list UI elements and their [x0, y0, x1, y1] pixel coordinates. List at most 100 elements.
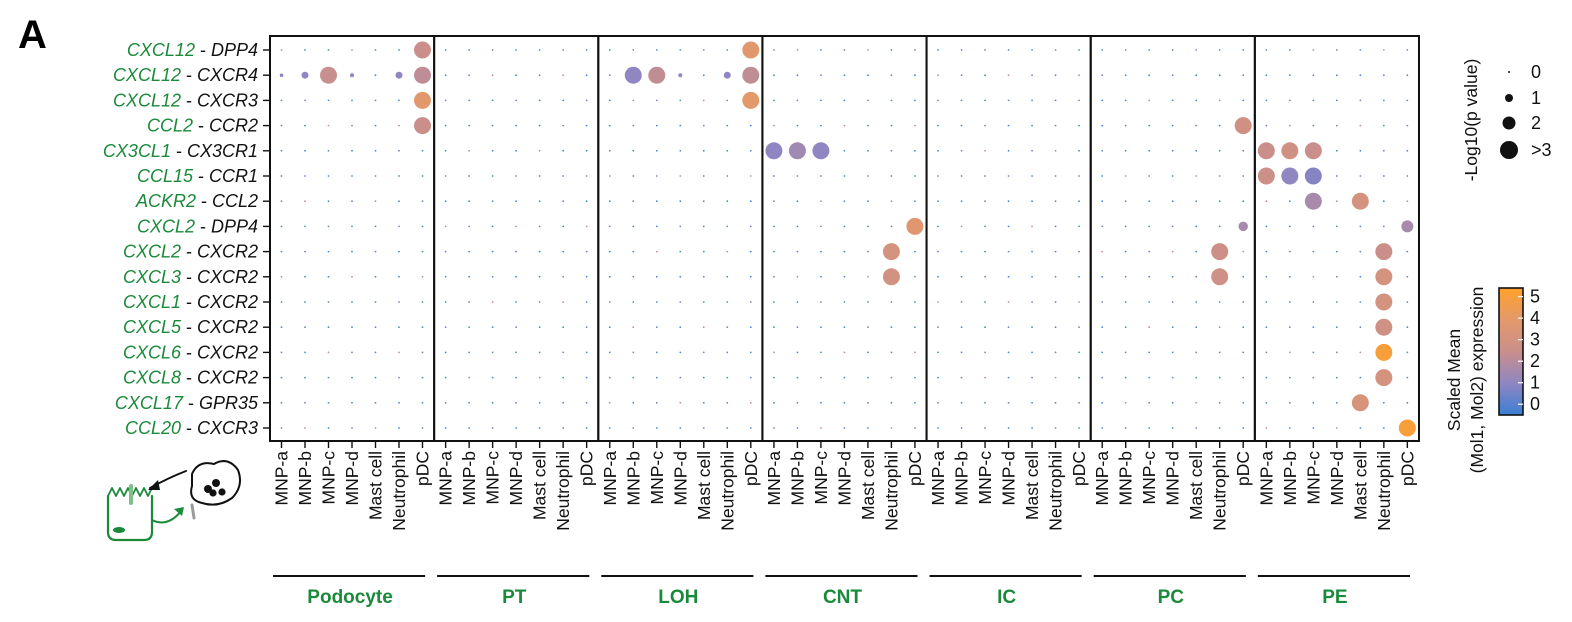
color-legend-title-line2: (Mol1, Mol2) expression — [1467, 287, 1487, 474]
background-dot — [398, 200, 400, 203]
background-dot — [937, 124, 939, 127]
background-dot — [515, 275, 518, 278]
panel-frame — [269, 35, 436, 442]
cell-type-labels: MNP-a MNP-b MNP-c MNP-d Mast cell Neutrophil p… — [272, 441, 1417, 531]
background-dot — [1101, 225, 1104, 228]
cell-type-label: pDC — [1069, 451, 1089, 486]
background-dot — [749, 351, 752, 354]
background-dot — [304, 401, 306, 404]
background-dot — [1148, 401, 1151, 404]
background-dot — [914, 275, 916, 278]
pair-label: CXCL2 - DPP4 — [137, 216, 258, 236]
background-dot — [914, 49, 916, 51]
background-dot — [1078, 301, 1080, 303]
data-point — [742, 41, 760, 59]
background-dot — [655, 250, 658, 253]
panel-frame — [1253, 35, 1420, 442]
background-dot — [374, 49, 377, 51]
background-dot — [1288, 99, 1291, 102]
size-legend-dot — [1508, 71, 1510, 73]
background-dot — [1335, 99, 1338, 102]
background-dot — [468, 250, 471, 253]
background-dot — [679, 49, 682, 51]
background-dot — [843, 326, 846, 329]
data-point — [1257, 167, 1275, 185]
background-dot — [749, 376, 752, 379]
background-dot — [1382, 225, 1385, 228]
background-dot — [702, 49, 705, 51]
background-dot — [749, 275, 752, 278]
background-dot — [1101, 175, 1104, 177]
background-dot — [398, 427, 400, 429]
background-dot — [1148, 200, 1151, 203]
background-dot — [515, 326, 518, 329]
data-point — [1257, 142, 1275, 160]
background-dot — [1101, 351, 1104, 354]
data-point — [1351, 394, 1369, 412]
background-dot — [773, 175, 775, 177]
background-dot — [726, 149, 729, 152]
background-dot — [1242, 376, 1245, 379]
background-dot — [1288, 200, 1291, 203]
background-dot — [468, 351, 471, 354]
background-dot — [1171, 74, 1174, 77]
background-dot — [562, 99, 565, 102]
background-dot — [960, 175, 963, 177]
background-dot — [515, 149, 518, 152]
background-dot — [608, 250, 611, 253]
background-dot — [679, 149, 682, 152]
background-dot — [1359, 351, 1362, 354]
pair-label: CXCL12 - DPP4 — [127, 40, 258, 60]
background-dot — [1054, 326, 1057, 329]
background-dot — [679, 250, 682, 253]
background-dot — [1101, 427, 1104, 429]
background-dot — [1242, 326, 1245, 329]
background-dot — [1218, 401, 1221, 404]
background-dot — [280, 427, 283, 429]
background-dot — [1218, 376, 1221, 379]
background-dot — [515, 200, 518, 203]
background-dot — [1054, 74, 1057, 77]
background-dot — [1078, 427, 1080, 429]
ligand-label: CXCL12 — [113, 65, 181, 85]
background-dot — [515, 74, 518, 77]
ligand-label: CXCL5 — [123, 317, 182, 337]
background-dot — [538, 401, 541, 404]
background-dot — [1242, 401, 1245, 404]
background-dot — [1078, 401, 1080, 404]
background-dot — [1007, 351, 1010, 354]
receptor-label: CXCR2 — [197, 342, 258, 362]
cell-type-label: Neutrophil — [1374, 451, 1394, 531]
background-dot — [726, 124, 729, 127]
background-dot — [421, 326, 424, 329]
background-dot — [702, 326, 705, 329]
color-legend-label: 3 — [1530, 330, 1540, 350]
background-dot — [937, 351, 939, 354]
background-dot — [1359, 301, 1362, 303]
ligand-label: CCL15 — [137, 166, 194, 186]
background-dot — [1359, 376, 1362, 379]
ligand-label: CXCL12 — [127, 40, 195, 60]
background-dot — [421, 275, 424, 278]
background-dot — [398, 175, 400, 177]
background-dot — [1195, 376, 1198, 379]
background-dot — [867, 250, 869, 253]
cell-type-label: Mast cell — [1350, 451, 1370, 520]
background-dot — [867, 301, 869, 303]
background-dot — [867, 175, 869, 177]
background-dot — [585, 74, 588, 77]
background-dot — [421, 225, 424, 228]
background-dot — [655, 124, 658, 127]
background-dot — [398, 225, 400, 228]
background-dot — [327, 124, 330, 127]
background-dot — [702, 74, 705, 77]
background-dot — [1148, 250, 1151, 253]
background-dot — [914, 301, 916, 303]
background-dot — [327, 99, 330, 102]
background-dot — [914, 427, 916, 429]
background-dot — [1171, 326, 1174, 329]
background-dot — [796, 275, 799, 278]
background-dot — [1265, 49, 1268, 51]
background-dot — [843, 149, 846, 152]
background-dot — [1124, 401, 1127, 404]
